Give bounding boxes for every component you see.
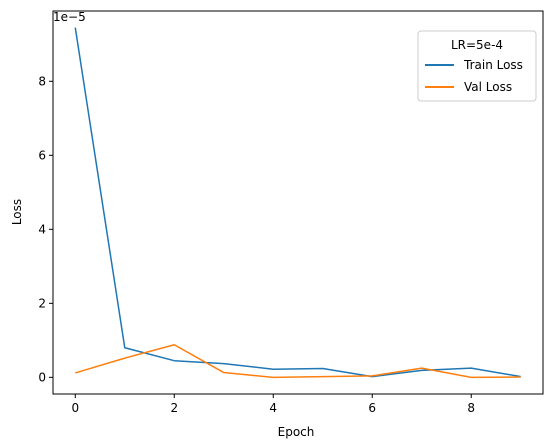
legend-label-train-loss: Train Loss [463,58,523,72]
legend-label-val-loss: Val Loss [464,80,512,94]
y-tick-label: 2 [38,296,46,310]
y-tick-label: 6 [38,148,46,162]
x-tick-label: 2 [170,401,178,415]
y-axis-ticks: 0 2 4 6 8 [38,74,53,384]
x-axis-ticks: 0 2 4 6 8 [71,394,475,415]
series-line-train-loss [74,27,521,378]
axes [52,10,544,395]
y-tick-label: 4 [38,222,46,236]
x-tick-label: 4 [269,401,277,415]
plot-frame [52,10,544,395]
series-line-val-loss [75,344,521,379]
x-tick-label: 8 [467,401,475,415]
x-tick-label: 6 [368,401,376,415]
legend-title: LR=5e-4 [451,38,503,52]
y-tick-label: 8 [38,74,46,88]
legend-box [417,30,537,102]
y-scale-label: 1e−5 [53,10,86,24]
y-axis-label: Loss [10,199,24,225]
y-tick-label: 0 [38,370,46,384]
series-lines [74,27,521,379]
x-tick-label: 0 [71,401,79,415]
legend: LR=5e-4 Train Loss Val Loss [417,30,537,102]
x-axis-label: Epoch [278,425,315,439]
